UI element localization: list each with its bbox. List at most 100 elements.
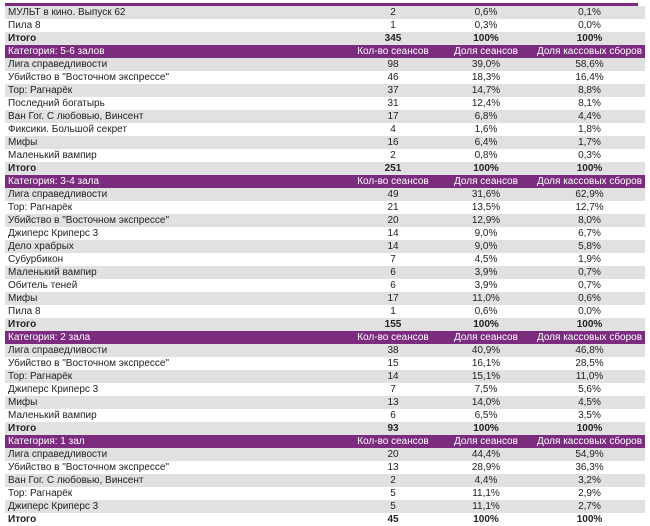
boxoffice-share-cell: 3,5% [578,410,601,421]
sessions-share-cell: 0,6% [474,7,498,18]
boxoffice-share-cell: 4,4% [578,111,601,122]
film-title-cell: Маленький вампир [8,267,97,278]
sessions-share-cell: 11,1% [472,488,500,499]
film-title-cell: Субурбикон [8,254,64,265]
film-title-cell: Тор: Рагнарёк [8,85,73,96]
table-row: Маленький вампир 2 0,8% 0,3% [5,149,645,162]
sessions-count-cell: 37 [387,85,399,96]
boxoffice-share-cell: 6,7% [578,228,601,239]
sessions-count-cell: 14 [387,241,399,252]
table-row: Тор: Рагнарёк 21 13,5% 12,7% [5,201,645,214]
sessions-count-cell: 31 [387,98,399,109]
sessions-share-cell: 28,9% [471,462,501,473]
film-title-cell: Маленький вампир [8,410,97,421]
sessions-share-cell: 11,1% [472,501,500,512]
category-title: Категория: 5-6 залов [8,46,105,57]
film-title-cell: Лига справедливости [8,189,108,200]
film-title-cell: МУЛЬТ в кино. Выпуск 62 [8,7,126,18]
boxoffice-share-cell: 5,6% [578,384,601,395]
film-title-cell: Итого [8,514,37,525]
total-row: Итого 93 100% 100% [5,422,645,435]
sessions-share-cell: 3,9% [474,267,498,278]
section-header: Категория: 3-4 зала Кол-во сеансов Доля се… [5,175,645,188]
film-title-cell: Мифы [8,137,38,148]
table-row: Пила 8 1 0,6% 0,0% [5,305,645,318]
film-title-cell: Пила 8 [8,306,41,317]
boxoffice-share-cell: 100% [576,423,603,434]
sessions-share-cell: 11,0% [472,293,500,304]
sessions-count-cell: 16 [387,137,399,148]
sessions-count-cell: 20 [387,449,399,460]
boxoffice-share-cell: 46,8% [575,345,604,356]
boxoffice-share-cell: 2,7% [578,501,601,512]
sessions-count-cell: 7 [390,254,396,265]
boxoffice-share-cell: 0,3% [578,150,601,161]
column-header: Доля кассовых сборов [536,46,643,57]
film-title-cell: Итого [8,423,37,434]
table-row: Лига справедливости 20 44,4% 54,9% [5,448,645,461]
sessions-count-cell: 17 [387,111,399,122]
column-header: Кол-во сеансов [357,46,429,57]
film-title-cell: Лига справедливости [8,59,108,70]
section-header: Категория: 2 зала Кол-во сеансов Доля сеан… [5,331,645,344]
sessions-share-cell: 14,0% [471,397,501,408]
sessions-share-cell: 9,0% [474,228,498,239]
sessions-count-cell: 251 [384,163,402,174]
column-header: Доля сеансов [454,436,518,447]
column-header: Доля кассовых сборов [536,436,643,447]
boxoffice-share-cell: 0,7% [578,267,601,278]
sessions-count-cell: 46 [387,72,399,83]
film-title-cell: Убийство в "Восточном экспрессе" [8,462,170,473]
sessions-count-cell: 5 [390,501,396,512]
sessions-share-cell: 9,0% [474,241,498,252]
film-title-cell: Джиперс Криперс 3 [8,384,99,395]
boxoffice-share-cell: 100% [576,163,603,174]
sessions-count-cell: 21 [387,202,399,213]
sessions-count-cell: 20 [387,215,399,226]
boxoffice-share-cell: 0,0% [578,20,601,31]
table-row: Тор: Рагнарёк 5 11,1% 2,9% [5,487,645,500]
sessions-share-cell: 44,4% [471,449,501,460]
table-row: Убийство в "Восточном экспрессе" 13 28,9% 3… [5,461,645,474]
boxoffice-share-cell: 0,1% [578,7,601,18]
sessions-count-cell: 2 [390,7,396,18]
column-header: Доля кассовых сборов [536,176,643,187]
film-title-cell: Джиперс Криперс 3 [8,228,99,239]
sessions-count-cell: 2 [390,150,396,161]
sessions-count-cell: 4 [390,124,396,135]
film-title-cell: Итого [8,33,37,44]
table-row: Лига справедливости 98 39,0% 58,6% [5,58,645,71]
sessions-share-cell: 4,5% [474,254,498,265]
boxoffice-share-cell: 4,5% [578,397,601,408]
sessions-count-cell: 1 [390,20,396,31]
sessions-count-cell: 6 [390,280,396,291]
section-header: Категория: 1 зал Кол-во сеансов Доля сеанс… [5,435,645,448]
film-title-cell: Последний богатырь [8,98,105,109]
sessions-count-cell: 14 [387,371,399,382]
sessions-share-cell: 40,9% [471,345,501,356]
boxoffice-share-cell: 16,4% [575,72,604,83]
sessions-count-cell: 49 [387,189,399,200]
sessions-count-cell: 14 [387,228,399,239]
film-title-cell: Маленький вампир [8,150,97,161]
film-title-cell: Мифы [8,397,38,408]
table-row: Тор: Рагнарёк 37 14,7% 8,8% [5,84,645,97]
boxoffice-share-cell: 54,9% [575,449,604,460]
table-row: Убийство в "Восточном экспрессе" 46 18,3% 1… [5,71,645,84]
sessions-share-cell: 6,8% [474,111,498,122]
film-title-cell: Итого [8,163,37,174]
film-title-cell: Мифы [8,293,38,304]
sessions-count-cell: 98 [387,59,399,70]
boxoffice-share-cell: 1,8% [578,124,601,135]
table-row: МУЛЬТ в кино. Выпуск 62 2 0,6% 0,1% [5,6,645,19]
column-header: Доля сеансов [454,176,518,187]
boxoffice-share-cell: 8,1% [578,98,601,109]
table-row: Мифы 13 14,0% 4,5% [5,396,645,409]
total-row: Итого 155 100% 100% [5,318,645,331]
sessions-count-cell: 15 [387,358,399,369]
sessions-share-cell: 7,5% [474,384,498,395]
boxoffice-share-cell: 62,9% [575,189,604,200]
boxoffice-share-cell: 28,5% [575,358,604,369]
film-title-cell: Тор: Рагнарёк [8,371,73,382]
boxoffice-share-cell: 0,7% [578,280,601,291]
